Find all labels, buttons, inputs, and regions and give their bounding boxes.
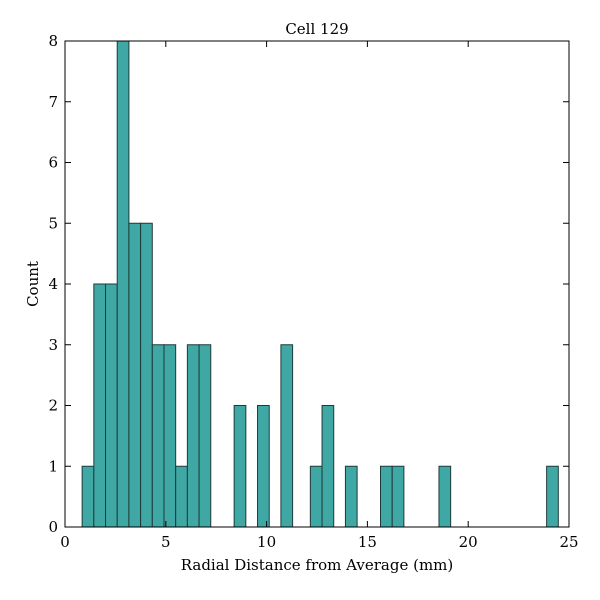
x-tick-label-5: 25	[559, 533, 578, 551]
y-tick-label-0: 0	[48, 518, 58, 536]
bars-group	[81, 40, 559, 528]
histogram-bar-15	[321, 405, 335, 528]
histogram-bar-3	[116, 40, 130, 528]
y-axis-ticks: 0 1 2 3 4 5 6 7 8	[48, 32, 569, 536]
y-tick-label-8: 8	[48, 32, 58, 50]
y-tick-label-2: 2	[48, 397, 58, 415]
histogram-bar-20	[546, 465, 559, 528]
histogram-bar-7	[163, 344, 177, 528]
histogram-bar-5	[140, 222, 153, 528]
histogram-bar-1	[93, 283, 107, 528]
histogram-bar-19	[438, 465, 452, 528]
histogram-bar-16	[344, 465, 358, 528]
histogram-bar-12	[257, 405, 270, 528]
histogram-bar-18	[391, 465, 405, 528]
y-tick-label-3: 3	[48, 336, 58, 354]
y-tick-label-6: 6	[48, 154, 58, 172]
histogram-bar-0	[81, 465, 95, 528]
x-tick-label-1: 5	[161, 533, 171, 551]
y-axis-title: Count	[24, 261, 42, 307]
histogram-bar-10	[198, 344, 212, 528]
x-tick-label-0: 0	[60, 533, 70, 551]
histogram-bar-4	[128, 222, 142, 528]
histogram-bar-14	[309, 465, 323, 528]
histogram-bar-2	[105, 283, 118, 528]
y-tick-label-1: 1	[48, 457, 58, 475]
histogram-bar-11	[233, 405, 247, 528]
histogram-bar-8	[175, 465, 188, 528]
x-tick-label-4: 20	[459, 533, 478, 551]
histogram-bar-17	[380, 465, 393, 528]
chart-title: Cell 129	[285, 20, 348, 38]
histogram-bar-9	[186, 344, 200, 528]
x-axis-title: Radial Distance from Average (mm)	[181, 556, 454, 574]
histogram-bar-13	[280, 344, 294, 528]
x-axis-ticks: 0 5 10 15 20 25	[60, 41, 579, 551]
y-tick-label-5: 5	[48, 214, 58, 232]
y-tick-label-4: 4	[48, 275, 58, 293]
y-tick-label-7: 7	[48, 93, 58, 111]
histogram-bar-6	[151, 344, 165, 528]
x-tick-label-3: 15	[358, 533, 377, 551]
x-tick-label-2: 10	[257, 533, 276, 551]
